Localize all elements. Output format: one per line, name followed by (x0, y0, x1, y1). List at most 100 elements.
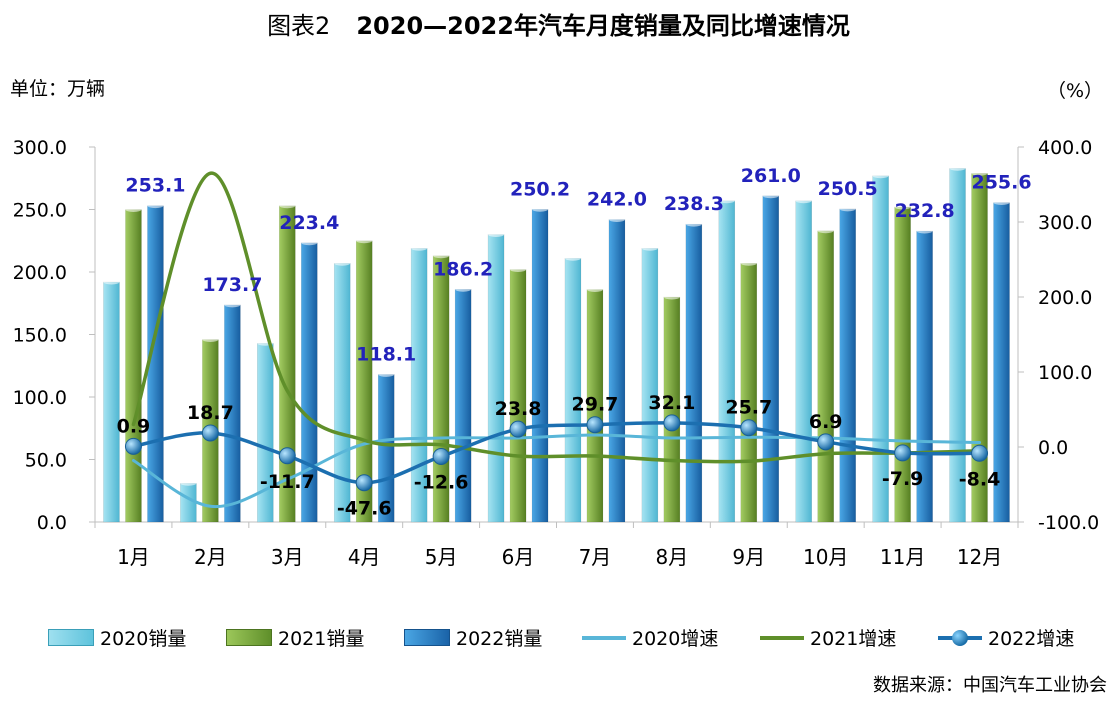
bar-top-highlight (356, 238, 373, 244)
bar-2020销量 (718, 200, 736, 523)
bar-2022销量 (839, 208, 856, 523)
legend-line (760, 635, 804, 640)
bar-data-label: 250.2 (510, 178, 570, 200)
x-tick-label: 2月 (194, 545, 227, 569)
bar-top-highlight (202, 337, 219, 342)
data-source: 数据来源：中国汽车工业协会 (873, 675, 1107, 696)
legend-item-2022-growth: 2022增速 (938, 624, 1074, 651)
x-tick-label: 4月 (348, 545, 381, 569)
bar-top-highlight (894, 204, 911, 210)
point-data-label: -47.6 (337, 498, 392, 520)
legend-label: 2021销量 (278, 628, 365, 650)
legend-item-2020-sales: 2020销量 (48, 624, 186, 651)
bar-top-highlight (971, 170, 988, 176)
bar-top-highlight (608, 217, 625, 222)
figure-number: 图表2 (267, 12, 331, 40)
right-tick-label: 400.0 (1038, 137, 1092, 159)
point-data-label: 23.8 (495, 398, 542, 420)
left-tick-label: 150.0 (13, 325, 67, 347)
bar-top-highlight (993, 200, 1010, 205)
x-tick-label: 1月 (117, 545, 150, 569)
point-2022增速 (740, 419, 758, 437)
point-data-label: -8.4 (959, 468, 1001, 490)
bar-top-highlight (224, 302, 241, 308)
left-tick-label: 50.0 (25, 450, 67, 472)
bar-data-label: 253.1 (125, 175, 185, 197)
bar-top-highlight (334, 260, 351, 266)
x-tick-label: 3月 (271, 545, 304, 569)
left-tick-label: 200.0 (13, 262, 67, 284)
bar-2021销量 (817, 230, 834, 523)
left-tick-label: 250.0 (13, 200, 67, 222)
bar-top-highlight (510, 267, 527, 272)
bar-top-highlight (685, 221, 702, 227)
x-tick-label: 7月 (579, 545, 612, 569)
point-2022增速 (509, 420, 527, 438)
legend-label: 2022销量 (456, 628, 543, 650)
point-2022增速 (124, 437, 142, 455)
bar-top-highlight (740, 260, 757, 266)
right-tick-label: 300.0 (1038, 212, 1092, 234)
x-tick-label: 12月 (957, 545, 1002, 569)
bar-2021销量 (125, 209, 142, 523)
right-tick-label: 0.0 (1038, 437, 1068, 459)
bar-2020销量 (564, 258, 582, 523)
point-data-label: 0.9 (117, 415, 151, 437)
bar-top-highlight (433, 253, 450, 259)
bar-2020销量 (795, 200, 812, 523)
bar-top-highlight (762, 193, 779, 199)
bar-top-highlight (488, 232, 505, 237)
bar-top-highlight (641, 245, 658, 251)
bar-data-label: 238.3 (664, 193, 724, 215)
line-2021增速 (131, 171, 982, 464)
bar-2022销量 (531, 209, 549, 523)
bar-top-highlight (455, 286, 472, 292)
point-2022增速 (894, 444, 912, 462)
bar-top-highlight (411, 245, 428, 251)
x-tick-label: 9月 (732, 545, 765, 569)
bar-2022销量 (608, 219, 626, 523)
point-data-label: -11.7 (260, 471, 315, 493)
bar-data-label: 232.8 (895, 200, 955, 222)
bar-top-highlight (916, 228, 933, 234)
chart-plot: 0.0 50.0 100.0 150.0 200.0 250.0 300.0 -100.0 0.… (13, 137, 1100, 569)
point-2022增速 (278, 447, 296, 465)
point-2022增速 (817, 433, 835, 451)
point-data-label: 18.7 (187, 402, 234, 424)
bar-top-highlight (125, 207, 142, 212)
x-tick-label: 10月 (803, 545, 848, 569)
point-data-label: 25.7 (725, 397, 772, 419)
right-tick-label: -100.0 (1038, 512, 1099, 534)
bar-2020销量 (103, 281, 120, 523)
legend: 2020销量 2021销量 2022销量 2020增速 2021增速 2022增… (0, 624, 1117, 652)
bar-top-highlight (378, 371, 395, 377)
legend-line (938, 629, 982, 646)
chart-title: 图表2 2020—2022年汽车月度销量及同比增速情况 (0, 6, 1117, 41)
legend-item-2021-growth: 2021增速 (760, 624, 896, 651)
bar-top-highlight (301, 240, 318, 246)
legend-swatch (226, 629, 272, 646)
bar-top-highlight (180, 480, 197, 486)
bar-top-highlight (839, 206, 856, 212)
point-2022增速 (586, 416, 604, 434)
legend-swatch (404, 629, 450, 646)
bar-top-highlight (718, 198, 735, 204)
legend-item-2020-growth: 2020增速 (582, 624, 718, 651)
point-2022增速 (663, 414, 681, 432)
right-tick-label: 200.0 (1038, 287, 1092, 309)
legend-swatch (48, 629, 94, 646)
bar-data-label: 223.4 (279, 212, 339, 234)
point-2022增速 (355, 474, 373, 492)
bar-data-label: 250.5 (818, 178, 878, 200)
point-2022增速 (971, 444, 989, 462)
bar-top-highlight (103, 279, 120, 285)
bar-top-highlight (279, 203, 296, 209)
left-tick-label: 300.0 (13, 137, 67, 159)
bar-2021销量 (509, 269, 527, 523)
bar-data-label: 261.0 (741, 165, 801, 187)
point-data-label: 32.1 (648, 392, 695, 414)
legend-item-2021-sales: 2021销量 (226, 624, 364, 651)
legend-label: 2020销量 (100, 628, 187, 650)
bar-top-highlight (564, 255, 581, 261)
point-2022增速 (201, 424, 219, 442)
